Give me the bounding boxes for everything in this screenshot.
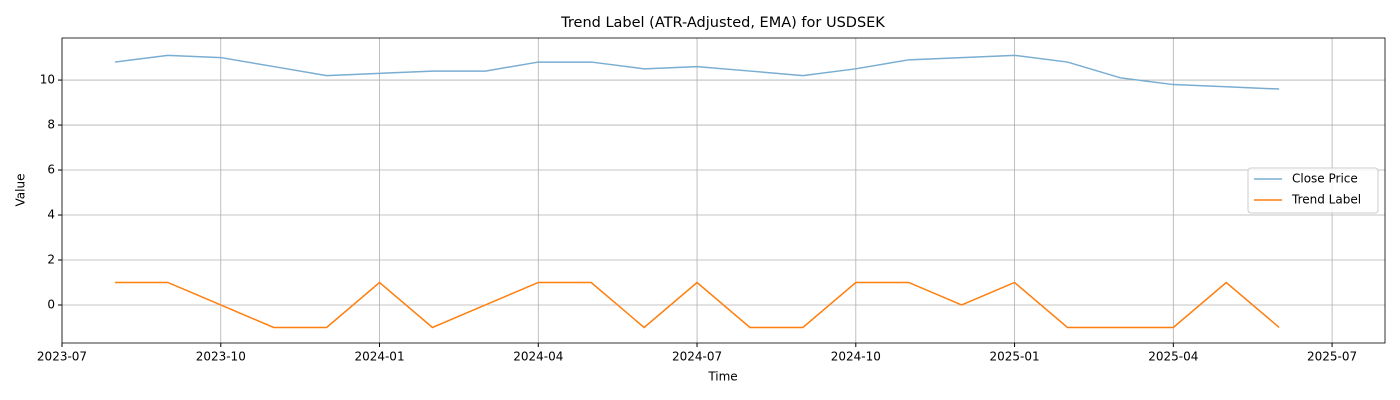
legend: Close Price Trend Label: [1247, 167, 1379, 214]
series-line: [114, 54, 1280, 90]
y-tick-label: 8: [47, 118, 55, 132]
x-axis-label: Time: [707, 370, 737, 384]
y-tick-label: 10: [40, 73, 55, 87]
x-tick-label: 2025-04: [1148, 350, 1198, 364]
chart-title: Trend Label (ATR-Adjusted, EMA) for USDS…: [560, 15, 885, 31]
x-tick-label: 2023-10: [196, 350, 246, 364]
y-tick-label: 2: [47, 253, 55, 267]
series-line: [114, 281, 1280, 329]
legend-label: Close Price: [1292, 172, 1358, 186]
x-tick-label: 2024-04: [513, 350, 563, 364]
x-tick-label: 2025-01: [989, 350, 1039, 364]
legend-label: Trend Label: [1291, 193, 1361, 207]
x-tick-label: 2023-07: [37, 350, 87, 364]
y-tick-label: 6: [47, 163, 55, 177]
y-axis-label: Value: [14, 174, 28, 207]
y-tick-label: 0: [47, 297, 55, 311]
x-tick-label: 2024-01: [354, 350, 404, 364]
x-tick-label: 2025-07: [1307, 350, 1357, 364]
x-tick-label: 2024-07: [672, 350, 722, 364]
plot-frame: [61, 37, 1386, 344]
x-tick-label: 2024-10: [831, 350, 881, 364]
y-tick-label: 4: [47, 208, 55, 222]
